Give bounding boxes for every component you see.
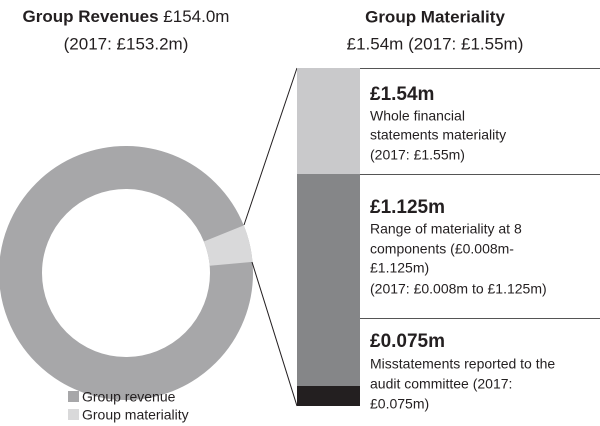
connector bbox=[243, 67, 298, 226]
item-value: £1.125m bbox=[370, 197, 445, 218]
bar-segment bbox=[297, 386, 360, 406]
legend-label: Group revenue bbox=[82, 389, 176, 405]
item-line: statements materiality bbox=[370, 127, 506, 143]
donut-slice bbox=[203, 225, 253, 266]
item-line: Whole financial bbox=[370, 108, 465, 124]
donut-ring bbox=[0, 146, 253, 400]
item-line: (2017: £0.008m to £1.125m) bbox=[370, 281, 547, 297]
legend-swatch bbox=[68, 409, 79, 420]
right-title: Group Materiality bbox=[365, 7, 505, 26]
left-subtitle: (2017: £153.2m) bbox=[64, 34, 189, 53]
item-value: £0.075m bbox=[370, 331, 445, 352]
right-subtitle: £1.54m (2017: £1.55m) bbox=[347, 34, 524, 53]
left-title: Group Revenues £154.0m bbox=[23, 7, 230, 26]
item-value: £1.54m bbox=[370, 84, 434, 105]
item-line: audit committee (2017: bbox=[370, 376, 512, 392]
item-line: Range of materiality at 8 bbox=[370, 221, 522, 237]
item-line: components (£0.008m- bbox=[370, 241, 514, 257]
connector bbox=[251, 261, 298, 407]
item-line: £1.125m) bbox=[370, 260, 429, 276]
legend-label: Group materiality bbox=[82, 407, 189, 423]
item-line: Misstatements reported to the bbox=[370, 356, 555, 372]
legend-swatch bbox=[68, 391, 79, 402]
left-title-value: £154.0m bbox=[163, 7, 229, 26]
left-title-bold: Group Revenues bbox=[23, 7, 159, 26]
item-line: (2017: £1.55m) bbox=[370, 147, 465, 163]
item-line: £0.075m) bbox=[370, 396, 429, 412]
bar-segment bbox=[297, 68, 360, 174]
bar-segment bbox=[297, 174, 360, 386]
